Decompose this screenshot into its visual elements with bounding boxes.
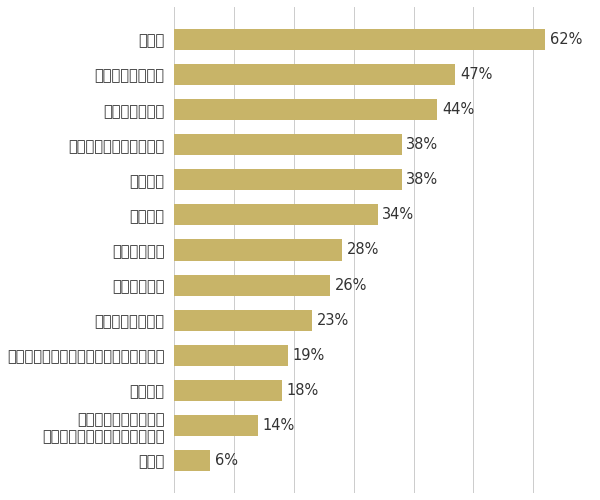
- Bar: [174, 450, 210, 471]
- Bar: [174, 29, 545, 50]
- Bar: [174, 99, 437, 120]
- Bar: [174, 134, 401, 156]
- Text: 23%: 23%: [317, 312, 349, 328]
- Text: 38%: 38%: [406, 138, 439, 152]
- Text: 34%: 34%: [382, 208, 415, 222]
- Bar: [174, 344, 288, 366]
- Bar: [174, 380, 282, 401]
- Bar: [174, 310, 312, 330]
- Bar: [174, 415, 258, 436]
- Text: 28%: 28%: [347, 242, 379, 258]
- Text: 62%: 62%: [550, 32, 583, 47]
- Text: 6%: 6%: [215, 453, 238, 468]
- Text: 44%: 44%: [442, 102, 475, 117]
- Text: 26%: 26%: [335, 278, 367, 292]
- Text: 14%: 14%: [263, 418, 295, 433]
- Bar: [174, 274, 330, 295]
- Text: 47%: 47%: [460, 67, 493, 82]
- Bar: [174, 240, 342, 260]
- Text: 19%: 19%: [293, 348, 325, 362]
- Text: 18%: 18%: [287, 383, 319, 398]
- Bar: [174, 64, 455, 85]
- Text: 38%: 38%: [406, 172, 439, 188]
- Bar: [174, 204, 377, 226]
- Bar: [174, 170, 401, 190]
